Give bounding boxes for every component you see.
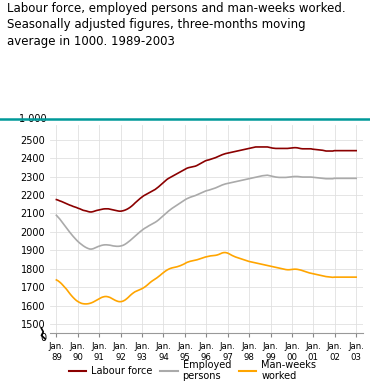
- Legend: Labour force, Employed
persons, Man-weeks
worked: Labour force, Employed persons, Man-week…: [65, 356, 320, 385]
- Text: 1 000: 1 000: [19, 114, 47, 124]
- Text: 0: 0: [41, 333, 47, 342]
- Text: Labour force, employed persons and man-weeks worked.
Seasonally adjusted figures: Labour force, employed persons and man-w…: [7, 2, 346, 48]
